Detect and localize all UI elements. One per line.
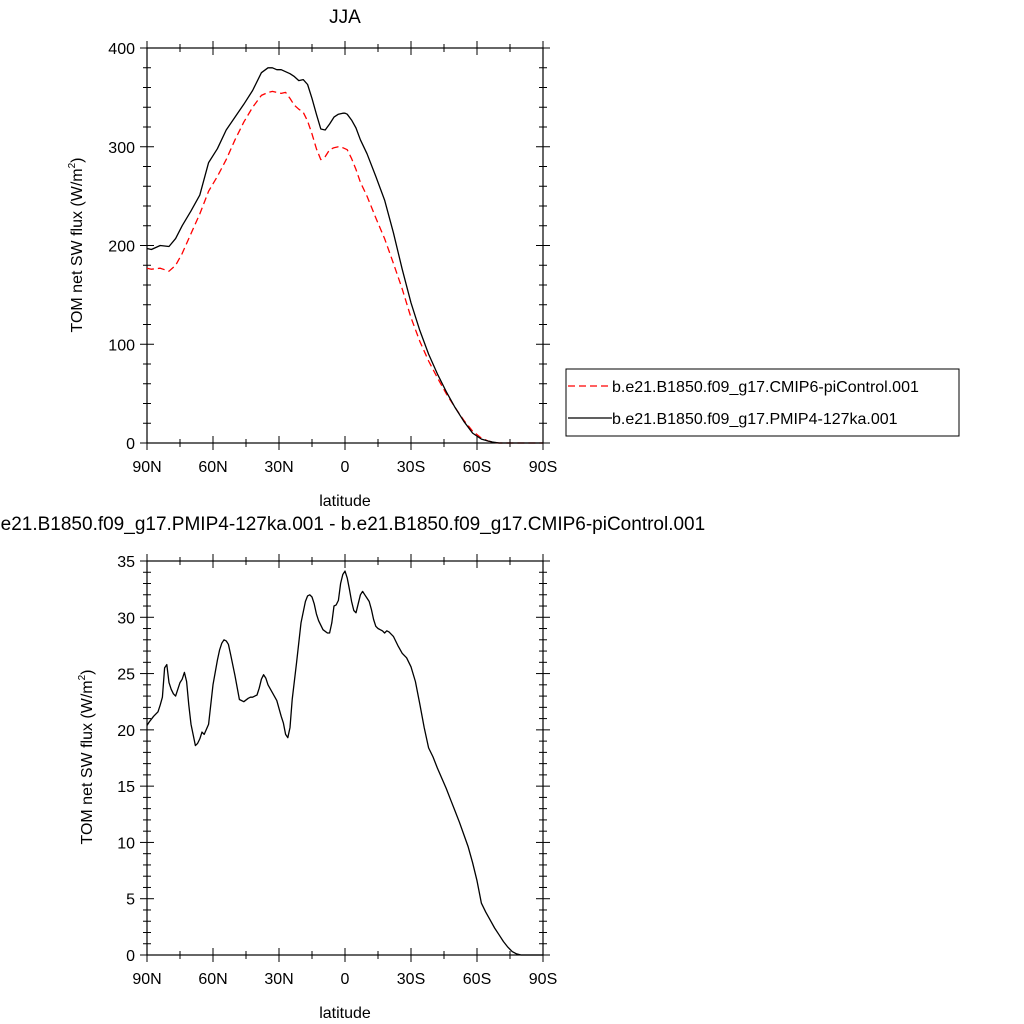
y-label-close: ) (69, 157, 86, 162)
y-tick-label: 400 (108, 41, 135, 58)
y-label-main: TOM net SW flux (W/m (79, 680, 96, 844)
legend-box (565, 368, 960, 437)
x-tick-label: 0 (341, 459, 350, 476)
bottom-panel: b.e21.B1850.f09_g17.PMIP4-127ka.001 - b.… (0, 514, 705, 1022)
y-tick-label: 10 (117, 835, 135, 852)
y-tick-label: 100 (108, 337, 135, 354)
x-tick-label: 90N (132, 459, 161, 476)
y-tick-label: 5 (126, 892, 135, 909)
plot-frame (146, 560, 544, 956)
x-tick-label: 60S (463, 459, 491, 476)
y-tick-label: 200 (108, 239, 135, 256)
series-line-1 (146, 67, 543, 444)
x-tick-label: 60N (198, 971, 227, 988)
y-tick-label: 0 (126, 436, 135, 453)
top-chart-title: JJA (329, 7, 361, 28)
top-plot-marks: 90N 60N 30N 0 30S 60S 90S 0 100 200 300 400 (108, 41, 557, 476)
bottom-plot-marks: 90N 60N 30N 0 30S 60S 90S 0 5 10 15 20 25 30 35 (117, 554, 557, 988)
y-tick-label: 0 (126, 948, 135, 965)
top-x-axis-label: latitude (319, 493, 371, 510)
plot-frame (146, 47, 544, 444)
legend-label-127ka: b.e21.B1850.f09_g17.PMIP4-127ka.001 (612, 411, 898, 428)
svg-text:TOM net SW flux (W/m2): TOM net SW flux (W/m2) (77, 669, 96, 844)
x-tick-label: 60N (198, 459, 227, 476)
x-tick-label: 90S (529, 971, 557, 988)
y-tick-label: 30 (117, 610, 135, 627)
y-label-superscript: 2 (77, 674, 88, 680)
x-tick-label: 0 (341, 971, 350, 988)
bottom-y-axis-label: TOM net SW flux (W/m2) (77, 669, 96, 844)
y-tick-label: 15 (117, 779, 135, 796)
x-tick-label: 90N (132, 971, 161, 988)
y-label-superscript: 2 (67, 162, 78, 168)
legend: b.e21.B1850.f09_g17.CMIP6-piControl.001 … (565, 368, 960, 437)
x-tick-label: 60S (463, 971, 491, 988)
y-label-main: TOM net SW flux (W/m (69, 168, 86, 332)
svg-text:TOM net SW flux (W/m2): TOM net SW flux (W/m2) (67, 157, 86, 332)
x-tick-label: 90S (529, 459, 557, 476)
y-tick-label: 35 (117, 554, 135, 571)
top-panel: JJA TOM net SW flux (W/m2) latitude 90N 6… (67, 7, 960, 510)
y-label-close: ) (79, 669, 96, 674)
y-tick-label: 25 (117, 667, 135, 684)
x-tick-label: 30S (397, 459, 425, 476)
top-y-axis-label: TOM net SW flux (W/m2) (67, 157, 86, 332)
x-tick-label: 30N (264, 971, 293, 988)
y-tick-label: 300 (108, 140, 135, 157)
x-tick-label: 30N (264, 459, 293, 476)
y-tick-label: 20 (117, 723, 135, 740)
series-line-0 (146, 90, 543, 444)
x-tick-label: 30S (397, 971, 425, 988)
series-line-0 (146, 570, 543, 956)
bottom-chart-title: b.e21.B1850.f09_g17.PMIP4-127ka.001 - b.… (0, 514, 705, 535)
legend-label-picontrol: b.e21.B1850.f09_g17.CMIP6-piControl.001 (612, 379, 919, 396)
bottom-x-axis-label: latitude (319, 1005, 371, 1022)
